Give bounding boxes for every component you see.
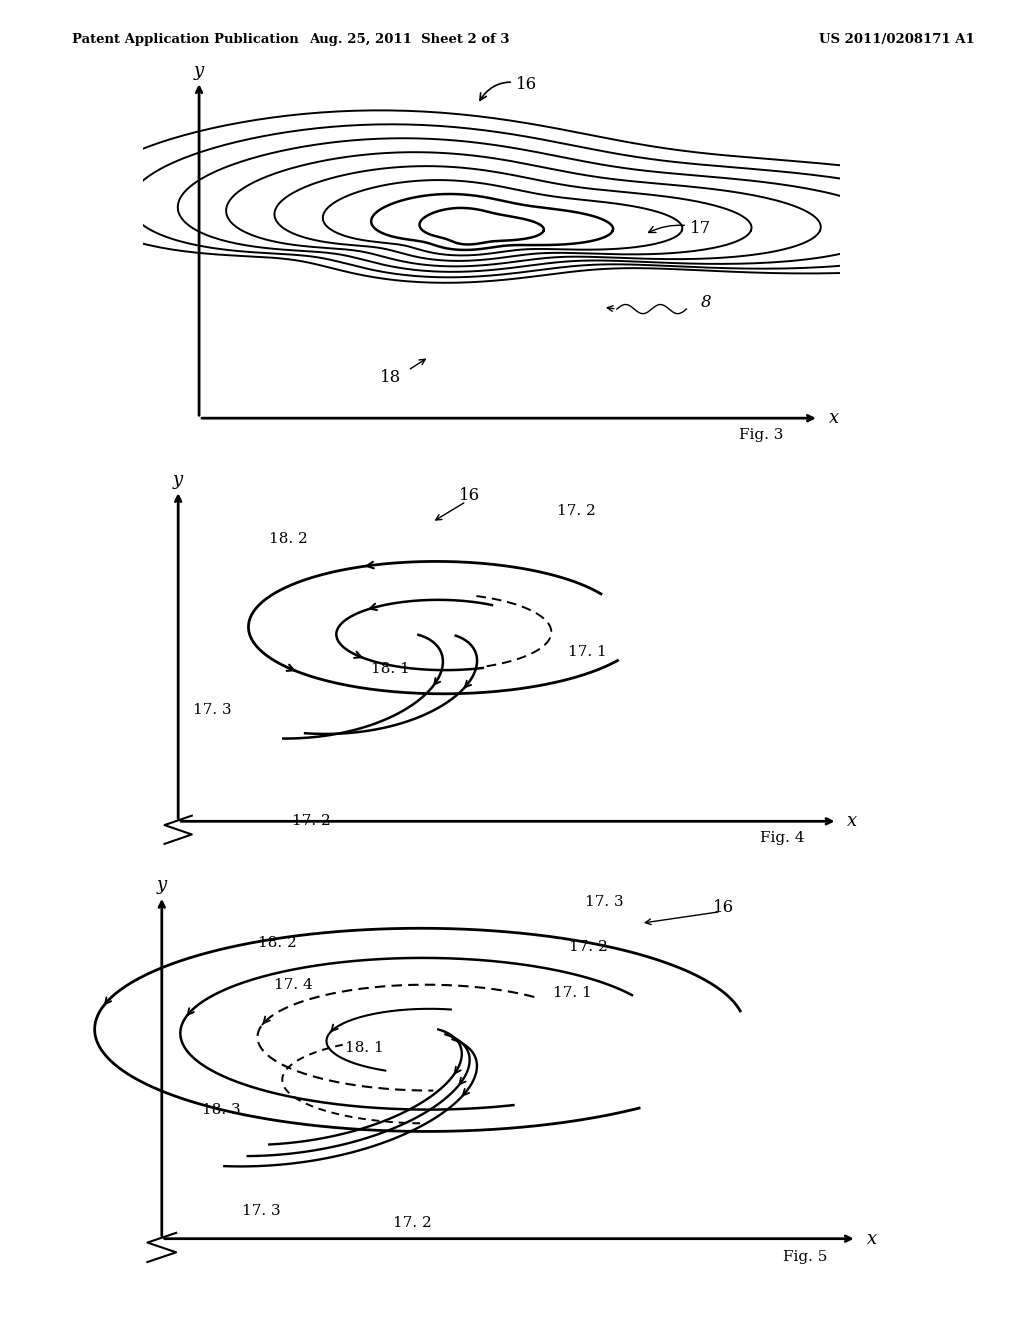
Text: Aug. 25, 2011  Sheet 2 of 3: Aug. 25, 2011 Sheet 2 of 3 <box>309 33 510 46</box>
Text: 16: 16 <box>459 487 479 504</box>
Text: Fig. 5: Fig. 5 <box>783 1250 827 1265</box>
Text: x: x <box>867 1230 878 1247</box>
Text: 17. 1: 17. 1 <box>568 644 607 659</box>
Text: 17. 2: 17. 2 <box>557 504 596 517</box>
Text: 18. 2: 18. 2 <box>269 532 308 546</box>
Text: 17. 2: 17. 2 <box>292 814 331 828</box>
Text: US 2011/0208171 A1: US 2011/0208171 A1 <box>819 33 975 46</box>
Text: 18: 18 <box>380 368 401 385</box>
Text: 18. 1: 18. 1 <box>372 661 411 676</box>
Text: 17. 3: 17. 3 <box>585 895 624 908</box>
Text: 18. 1: 18. 1 <box>345 1040 384 1055</box>
Text: 8: 8 <box>700 294 711 312</box>
Text: y: y <box>194 62 204 79</box>
Text: x: x <box>829 409 840 428</box>
Text: 17: 17 <box>648 219 712 236</box>
Text: 18. 2: 18. 2 <box>258 936 296 949</box>
Text: 17. 1: 17. 1 <box>553 986 592 1001</box>
Text: 16: 16 <box>480 77 537 100</box>
Text: 17. 3: 17. 3 <box>194 704 232 717</box>
Text: 17. 2: 17. 2 <box>569 940 608 953</box>
Text: y: y <box>173 471 183 488</box>
Text: 18. 3: 18. 3 <box>202 1104 241 1117</box>
Text: Fig. 3: Fig. 3 <box>738 428 783 442</box>
Text: 17. 4: 17. 4 <box>273 978 312 993</box>
Text: 17. 2: 17. 2 <box>393 1216 432 1230</box>
Text: Fig. 4: Fig. 4 <box>760 832 805 845</box>
Text: 17. 3: 17. 3 <box>242 1204 281 1218</box>
Text: Patent Application Publication: Patent Application Publication <box>72 33 298 46</box>
Text: y: y <box>157 876 167 894</box>
Text: x: x <box>847 812 857 830</box>
Text: 16: 16 <box>713 899 734 916</box>
